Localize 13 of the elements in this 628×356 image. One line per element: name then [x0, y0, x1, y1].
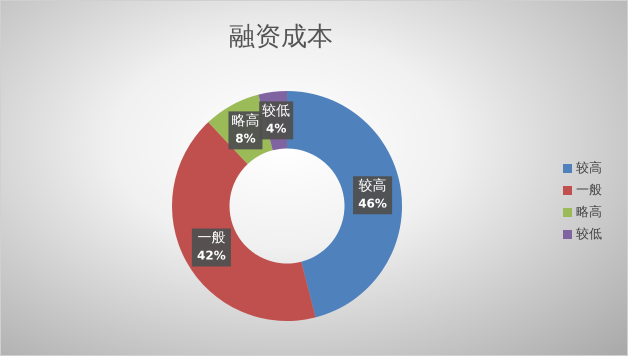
- data-label: 46%: [358, 196, 387, 210]
- legend-label: 一般: [576, 182, 602, 199]
- legend-label: 较低: [576, 226, 602, 243]
- slice-label: 略高: [231, 113, 260, 130]
- legend-label: 较高: [576, 160, 602, 177]
- chart-title: 融资成本: [228, 21, 334, 54]
- legend-label: 略高: [576, 204, 602, 221]
- slice-label: 一般: [197, 230, 226, 246]
- data-label: 8%: [235, 132, 256, 146]
- slice-label: 较高: [358, 178, 387, 194]
- data-label: 4%: [266, 122, 286, 136]
- slice-label: 较低: [262, 103, 290, 120]
- data-label: 42%: [197, 248, 226, 263]
